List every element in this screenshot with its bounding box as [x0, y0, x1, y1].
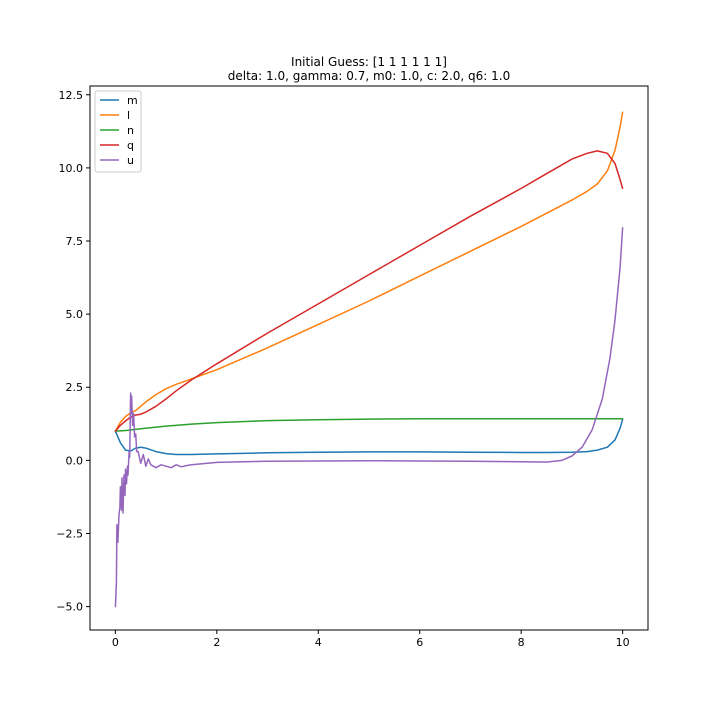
y-tick-label: −2.5	[56, 527, 83, 540]
y-tick-label: 10.0	[59, 162, 84, 175]
y-tick-label: 5.0	[66, 308, 84, 321]
series-line-q	[114, 150, 624, 432]
chart-subtitle: delta: 1.0, gamma: 0.7, m0: 1.0, c: 2.0,…	[228, 69, 511, 83]
x-tick-label: 2	[213, 636, 220, 649]
legend-label-l: l	[127, 109, 130, 122]
y-tick-label: −5.0	[56, 601, 83, 614]
legend-label-n: n	[127, 124, 134, 137]
x-tick-label: 4	[315, 636, 322, 649]
legend-label-m: m	[127, 94, 138, 107]
series-line-u	[114, 227, 624, 608]
chart-title: Initial Guess: [1 1 1 1 1 1]	[291, 55, 447, 69]
y-tick-label: 7.5	[66, 235, 84, 248]
y-tick-label: 12.5	[59, 89, 84, 102]
plot-area	[90, 86, 648, 630]
x-tick-label: 10	[616, 636, 630, 649]
axes-frame	[89, 85, 649, 631]
x-tick-label: 0	[112, 636, 119, 649]
y-tick-label: 2.5	[66, 381, 84, 394]
y-tick-label: 0.0	[66, 454, 84, 467]
legend-label-q: q	[127, 139, 134, 152]
series-layer	[114, 111, 624, 608]
series-line-n	[114, 418, 624, 432]
x-tick-label: 8	[518, 636, 525, 649]
legend-box	[94, 90, 142, 173]
x-tick-label: 6	[416, 636, 423, 649]
legend-label-u: u	[127, 154, 134, 167]
axes-layer: 0 2 4 6 8 10 −5.0 −2.5 0.0 2.5 5.0 7.5 10.0 12.5	[56, 85, 649, 649]
series-line-l	[114, 111, 624, 432]
plot-background	[90, 86, 648, 630]
